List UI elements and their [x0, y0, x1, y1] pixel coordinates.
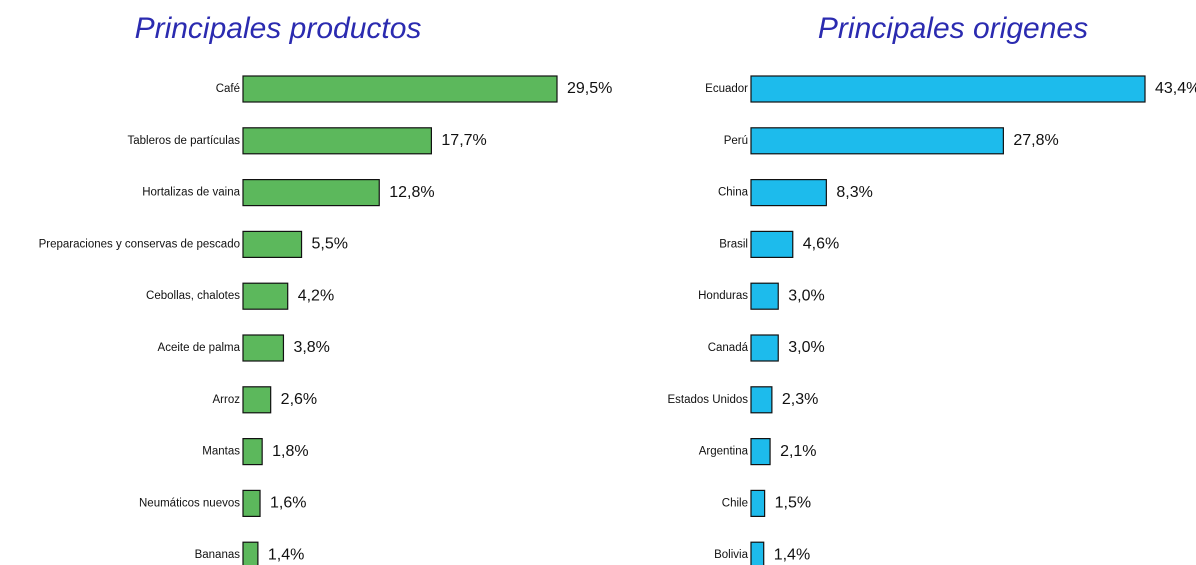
value-label: 2,6% — [281, 391, 317, 408]
bar — [242, 489, 261, 517]
bar — [750, 541, 765, 565]
category-label: Honduras — [698, 290, 748, 302]
value-label: 8,3% — [836, 184, 872, 201]
value-label: 2,1% — [780, 443, 816, 460]
bar — [242, 282, 289, 310]
value-label: 3,0% — [788, 339, 824, 356]
value-label: 12,8% — [389, 184, 434, 201]
category-label: Bolivia — [714, 549, 748, 561]
value-label: 17,7% — [441, 132, 486, 149]
category-label: Chile — [722, 497, 748, 509]
bar — [242, 334, 285, 362]
category-label: Preparaciones y conservas de pescado — [39, 238, 240, 250]
bar — [750, 127, 1004, 155]
bar — [750, 75, 1146, 103]
value-label: 3,0% — [788, 287, 824, 304]
category-label: Aceite de palma — [158, 342, 241, 354]
category-label: Brasil — [719, 238, 748, 250]
bar — [242, 386, 272, 414]
bar — [750, 334, 779, 362]
value-label: 29,5% — [567, 80, 612, 97]
value-label: 3,8% — [293, 339, 329, 356]
category-label: Argentina — [699, 446, 749, 458]
value-label: 43,4% — [1155, 80, 1196, 97]
bar — [242, 438, 263, 466]
bar — [750, 282, 779, 310]
bar — [750, 489, 766, 517]
category-label: Hortalizas de vaina — [142, 187, 240, 199]
bar — [750, 230, 794, 258]
value-label: 1,6% — [270, 495, 306, 512]
bar — [750, 438, 771, 466]
category-label: Bananas — [195, 549, 241, 561]
bar — [750, 179, 827, 207]
bar — [750, 386, 773, 414]
category-label: Ecuador — [705, 83, 748, 95]
category-label: Perú — [724, 135, 748, 147]
category-label: Canadá — [708, 342, 749, 354]
bar — [242, 127, 432, 155]
chart-title: Principales origenes — [818, 12, 1088, 45]
value-label: 1,4% — [268, 546, 304, 563]
value-label: 4,6% — [803, 236, 839, 253]
value-label: 5,5% — [312, 236, 348, 253]
chart-title: Principales productos — [135, 12, 422, 45]
value-label: 2,3% — [782, 391, 818, 408]
value-label: 1,4% — [774, 546, 810, 563]
bar — [242, 230, 303, 258]
bar — [242, 179, 380, 207]
value-label: 1,5% — [775, 495, 811, 512]
category-label: Café — [216, 83, 240, 95]
value-label: 4,2% — [298, 287, 334, 304]
value-label: 1,8% — [272, 443, 308, 460]
category-label: Cebollas, chalotes — [146, 290, 240, 302]
category-label: Mantas — [202, 446, 240, 458]
category-label: Arroz — [213, 394, 241, 406]
category-label: China — [718, 187, 749, 199]
category-label: Neumáticos nuevos — [139, 497, 240, 509]
category-label: Tableros de partículas — [127, 135, 240, 147]
category-label: Estados Unidos — [667, 394, 748, 406]
bar — [242, 75, 558, 103]
bar — [242, 541, 259, 565]
value-label: 27,8% — [1013, 132, 1058, 149]
